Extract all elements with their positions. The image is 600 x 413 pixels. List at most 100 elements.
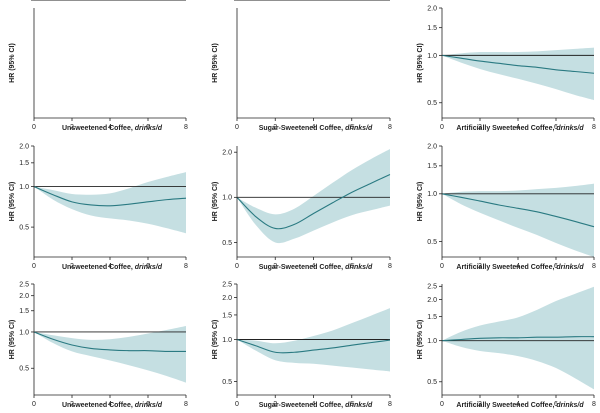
x-tick-label: 8	[592, 263, 596, 270]
y-tick-label: 1.5	[427, 314, 437, 321]
y-axis-title: HR (95% CI)	[9, 320, 16, 360]
x-tick-label: 4	[312, 124, 316, 131]
y-tick-label: 1.5	[19, 308, 29, 315]
x-tick-label: 6	[146, 401, 150, 408]
y-tick-label: 1.5	[222, 312, 232, 319]
y-axis-title: HR (95% CI)	[212, 320, 219, 360]
y-tick-label: 0.5	[222, 379, 232, 386]
panel-5: 0.5 1.0 2.0 0 2 4 6 8 HR (95% CI) Sugar-Sweetened…	[212, 146, 392, 271]
y-tick-label: 1.0	[19, 0, 29, 2]
x-tick-label: 4	[516, 401, 520, 408]
x-tick-label: 8	[184, 263, 188, 270]
y-tick-label: 1.0	[19, 184, 29, 191]
ci-band	[34, 326, 186, 383]
y-tick-label: 2.5	[427, 284, 437, 291]
y-tick-label: 1.0	[222, 0, 232, 2]
x-tick-label: 2	[478, 401, 482, 408]
panel-2: 1.02.0 0 2 4 6 8 HR (95% CI) Sugar-Sweetened Co…	[212, 0, 392, 132]
x-tick-label: 2	[273, 124, 277, 131]
x-tick-label: 6	[146, 124, 150, 131]
hr-curve	[441, 54, 595, 74]
x-tick-label: 6	[350, 401, 354, 408]
x-tick-label: 0	[235, 401, 239, 408]
x-axis-title: Unsweetened Coffee, drinks/d	[62, 264, 163, 271]
x-axis-title: Unsweetened Coffee, drinks/d	[62, 402, 163, 409]
x-tick-label: 2	[70, 263, 74, 270]
x-tick-label: 2	[70, 401, 74, 408]
x-tick-label: 6	[554, 401, 558, 408]
x-tick-label: 0	[32, 401, 36, 408]
x-tick-label: 6	[554, 124, 558, 131]
x-tick-label: 4	[108, 263, 112, 270]
hr-curve	[441, 193, 595, 228]
y-tick-label: 2.5	[19, 281, 29, 288]
x-axis-title: Sugar-Sweetened Coffee, drinks/d	[259, 264, 373, 271]
x-tick-label: 2	[478, 263, 482, 270]
y-axis-title: HR (95% CI)	[9, 43, 16, 83]
y-tick-label: 0.5	[19, 225, 29, 232]
y-tick-label: 2.0	[19, 143, 29, 150]
x-tick-label: 8	[184, 124, 188, 131]
x-tick-label: 2	[478, 124, 482, 131]
y-tick-label: 1.5	[19, 160, 29, 167]
y-tick-label: 2.0	[427, 143, 437, 150]
panel-6: 0.5 1.0 1.5 2.0 0 2 4 6 8 HR (95% CI) Artificially…	[417, 143, 596, 271]
y-tick-label: 0.5	[222, 240, 232, 247]
y-tick-label: 1.5	[427, 163, 437, 170]
x-axis-title: Sugar-Sweetened Coffee, drinks/d	[259, 402, 373, 409]
y-tick-label: 2.0	[19, 293, 29, 300]
x-tick-label: 4	[312, 401, 316, 408]
y-axis-title: HR (95% CI)	[417, 182, 424, 222]
y-tick-label: 0.5	[427, 379, 437, 386]
x-tick-label: 4	[108, 401, 112, 408]
x-tick-label: 8	[388, 263, 392, 270]
y-tick-label: 0.5	[19, 366, 29, 373]
panel-4: 0.5 1.0 1.5 2.0 0 2 4 6 8 HR (95% CI) Unsweetened …	[9, 143, 188, 271]
x-tick-label: 0	[440, 263, 444, 270]
x-tick-label: 8	[388, 124, 392, 131]
y-tick-label: 2.0	[222, 295, 232, 302]
y-tick-label: 1.0	[427, 191, 437, 198]
ci-band	[34, 172, 186, 234]
y-tick-label: 1.0	[222, 337, 232, 344]
x-axis-title: Unsweetened Coffee, drinks/d	[62, 125, 163, 132]
y-tick-label: 1.0	[427, 338, 437, 345]
y-axis-title: HR (95% CI)	[417, 43, 424, 83]
y-tick-label: 1.5	[427, 25, 437, 32]
y-tick-label: 1.0	[427, 53, 437, 60]
x-tick-label: 6	[350, 263, 354, 270]
y-tick-label: 0.5	[427, 239, 437, 246]
x-tick-label: 8	[592, 401, 596, 408]
x-tick-label: 6	[350, 124, 354, 131]
y-axis-title: HR (95% CI)	[9, 182, 16, 222]
x-tick-label: 4	[516, 263, 520, 270]
y-axis-title: HR (95% CI)	[212, 182, 219, 222]
x-tick-label: 8	[388, 401, 392, 408]
x-tick-label: 8	[184, 401, 188, 408]
panel-3: 0.5 1.0 1.5 2.0 0 2 4 6 8 HR (95% CI) Artificially…	[417, 5, 596, 132]
y-tick-label: 0.5	[427, 100, 437, 107]
x-tick-label: 0	[440, 124, 444, 131]
x-tick-label: 0	[235, 263, 239, 270]
panel-7: 0.5 1.0 1.5 2.0 2.5 0 2 4 6 8 HR (95% CI) Unsweeten…	[9, 281, 188, 409]
x-tick-label: 6	[554, 263, 558, 270]
y-tick-label: 2.0	[222, 150, 232, 157]
y-tick-label: 2.0	[222, 0, 232, 2]
x-tick-label: 0	[32, 124, 36, 131]
x-tick-label: 0	[440, 401, 444, 408]
y-axis-title: HR (95% CI)	[417, 320, 424, 360]
x-tick-label: 0	[235, 124, 239, 131]
x-axis-title: Artificially Sweetened Coffee, drinks/d	[456, 125, 584, 132]
x-axis-title: Sugar-Sweetened Coffee, drinks/d	[259, 125, 373, 132]
x-axis-title: Artificially Sweetened Coffee, drinks/d	[456, 264, 584, 271]
x-tick-label: 4	[516, 124, 520, 131]
x-tick-label: 2	[70, 124, 74, 131]
x-tick-label: 0	[32, 263, 36, 270]
x-tick-label: 4	[108, 124, 112, 131]
y-tick-label: 1.0	[19, 329, 29, 336]
x-tick-label: 6	[146, 263, 150, 270]
y-tick-label: 2.0	[19, 0, 29, 2]
y-axis-title: HR (95% CI)	[212, 43, 219, 83]
